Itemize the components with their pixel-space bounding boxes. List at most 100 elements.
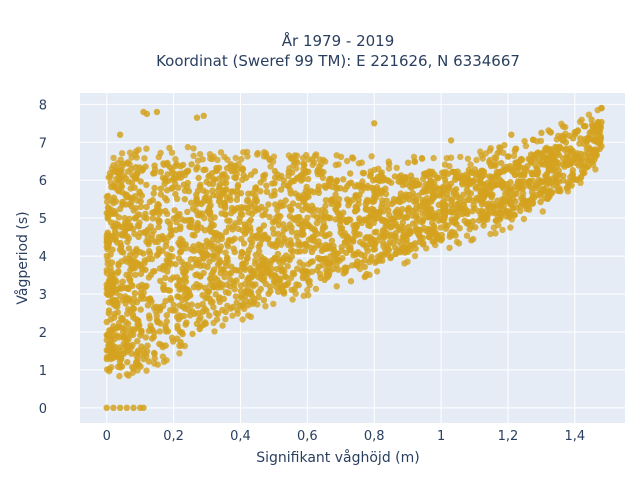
scatter-point — [554, 171, 562, 179]
scatter-point — [508, 216, 516, 223]
scatter-point — [441, 206, 448, 214]
scatter-point — [117, 364, 124, 371]
scatter-point — [187, 219, 195, 226]
scatter-point — [432, 241, 439, 249]
scatter-point — [232, 293, 240, 300]
scatter-point — [404, 258, 411, 265]
scatter-point — [591, 122, 598, 129]
scatter-point — [409, 176, 416, 183]
scatter-point — [218, 235, 225, 242]
scatter-point — [379, 239, 387, 246]
scatter-point — [226, 193, 233, 200]
y-tick-label: 1 — [39, 364, 47, 379]
scatter-point — [118, 314, 125, 322]
scatter-point — [181, 217, 188, 224]
scatter-point — [503, 207, 511, 215]
scatter-point — [434, 231, 441, 238]
scatter-point — [399, 206, 406, 213]
scatter-point — [488, 192, 495, 200]
scatter-point — [518, 200, 526, 207]
scatter-point — [308, 202, 316, 209]
scatter-point — [258, 275, 265, 283]
scatter-point — [110, 349, 118, 356]
scatter-point — [269, 219, 277, 226]
scatter-point — [562, 130, 569, 137]
scatter-point — [176, 342, 183, 349]
scatter-point — [124, 359, 131, 366]
scatter-point — [556, 187, 563, 194]
scatter-point — [243, 174, 250, 181]
scatter-point — [400, 224, 407, 231]
scatter-point — [157, 168, 164, 176]
scatter-point — [526, 177, 533, 185]
scatter-point — [322, 184, 329, 191]
scatter-point — [488, 177, 496, 184]
scatter-point — [163, 210, 171, 217]
scatter-point — [233, 196, 241, 203]
scatter-point — [170, 307, 177, 314]
scatter-point — [229, 303, 237, 311]
scatter-point — [255, 293, 262, 301]
scatter-point — [300, 231, 307, 238]
scatter-point — [123, 194, 130, 201]
scatter-point — [559, 161, 567, 169]
scatter-point — [312, 285, 320, 293]
scatter-point — [155, 202, 162, 209]
scatter-point — [397, 190, 404, 197]
scatter-point — [262, 234, 269, 241]
scatter-point — [408, 184, 415, 191]
scatter-point — [416, 206, 423, 213]
scatter-point — [231, 266, 238, 273]
scatter-point — [529, 200, 536, 207]
scatter-point — [172, 261, 179, 268]
scatter-point — [232, 154, 239, 162]
scatter-point — [365, 219, 373, 227]
scatter-point — [410, 153, 418, 161]
scatter-point — [514, 178, 522, 185]
scatter-point — [176, 286, 183, 293]
scatter-point — [471, 177, 478, 184]
scatter-point — [274, 250, 282, 258]
scatter-point — [177, 235, 184, 243]
scatter-point — [206, 240, 213, 247]
scatter-point — [541, 195, 548, 202]
scatter-point — [426, 231, 433, 239]
scatter-point — [132, 271, 139, 278]
scatter-point — [258, 203, 265, 211]
scatter-point — [196, 325, 203, 333]
scatter-point — [141, 155, 148, 162]
scatter-point — [277, 213, 284, 220]
scatter-point — [383, 197, 390, 204]
scatter-point — [343, 157, 351, 165]
scatter-point — [554, 149, 561, 157]
scatter-point — [414, 181, 422, 188]
scatter-point — [148, 231, 156, 238]
scatter-point — [117, 244, 125, 252]
scatter-point — [123, 404, 130, 411]
scatter-point — [162, 242, 170, 250]
scatter-point — [161, 175, 169, 183]
scatter-point — [304, 271, 311, 278]
scatter-point — [183, 168, 190, 175]
scatter-point — [437, 224, 444, 231]
scatter-point — [411, 158, 419, 166]
scatter-point — [265, 267, 273, 275]
x-tick-label: 0,6 — [297, 429, 318, 444]
scatter-point — [163, 312, 170, 319]
scatter-point — [329, 183, 336, 190]
scatter-point — [442, 168, 449, 176]
scatter-point — [162, 274, 169, 282]
scatter-point — [188, 264, 195, 271]
scatter-point — [122, 319, 130, 326]
y-tick-label: 8 — [39, 98, 47, 113]
scatter-point — [213, 229, 220, 237]
scatter-point — [146, 250, 154, 257]
scatter-point — [243, 255, 251, 262]
scatter-point — [435, 208, 443, 216]
scatter-point — [123, 271, 130, 278]
scatter-point — [207, 209, 214, 216]
scatter-point — [299, 221, 307, 228]
scatter-point — [184, 208, 191, 216]
scatter-point — [434, 174, 441, 181]
scatter-point — [105, 310, 113, 317]
